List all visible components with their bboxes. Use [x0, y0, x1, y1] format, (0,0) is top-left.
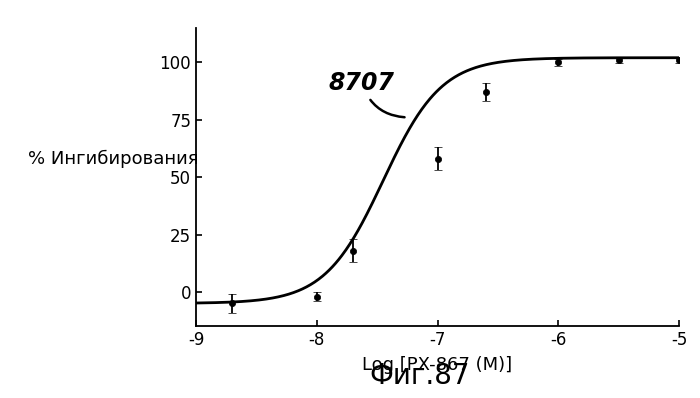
Text: 8707: 8707 [329, 71, 405, 117]
Text: % Ингибирования: % Ингибирования [28, 150, 199, 168]
Text: Фиг.87: Фиг.87 [370, 362, 470, 390]
X-axis label: Log [PX-867 (M)]: Log [PX-867 (M)] [363, 356, 512, 374]
